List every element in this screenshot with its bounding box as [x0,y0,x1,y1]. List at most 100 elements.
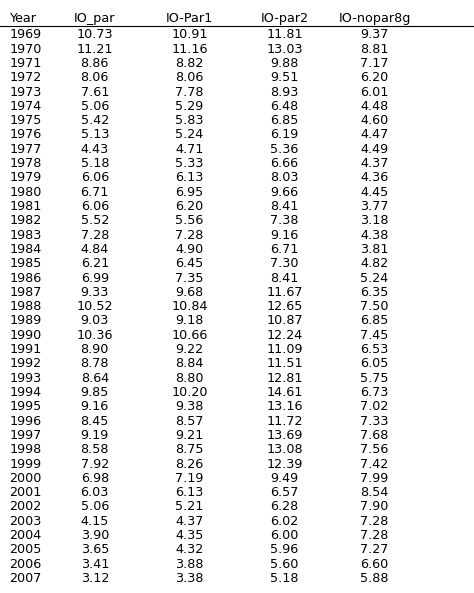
Text: 9.68: 9.68 [175,286,204,299]
Text: 3.38: 3.38 [175,572,204,585]
Text: 5.96: 5.96 [270,543,299,556]
Text: 4.71: 4.71 [175,143,204,156]
Text: 6.95: 6.95 [175,186,204,199]
Text: IO-Par1: IO-Par1 [166,12,213,25]
Text: 1995: 1995 [9,400,42,413]
Text: 3.65: 3.65 [81,543,109,556]
Text: 8.90: 8.90 [81,343,109,356]
Text: 6.03: 6.03 [81,486,109,499]
Text: 8.81: 8.81 [360,43,389,56]
Text: 9.16: 9.16 [81,400,109,413]
Text: 9.16: 9.16 [270,229,299,241]
Text: 7.50: 7.50 [360,300,389,313]
Text: 7.28: 7.28 [360,515,389,528]
Text: 2006: 2006 [9,557,42,570]
Text: 6.85: 6.85 [360,314,389,327]
Text: 3.90: 3.90 [81,529,109,542]
Text: 5.06: 5.06 [81,100,109,113]
Text: 6.19: 6.19 [270,129,299,142]
Text: 9.33: 9.33 [81,286,109,299]
Text: 7.38: 7.38 [270,214,299,227]
Text: 12.81: 12.81 [266,372,303,385]
Text: 9.49: 9.49 [270,472,299,485]
Text: 1990: 1990 [9,329,42,342]
Text: 9.66: 9.66 [270,186,299,199]
Text: 5.06: 5.06 [81,500,109,514]
Text: 6.48: 6.48 [270,100,299,113]
Text: 7.92: 7.92 [81,458,109,470]
Text: 1994: 1994 [9,386,42,399]
Text: 2001: 2001 [9,486,42,499]
Text: 9.18: 9.18 [175,314,204,327]
Text: 6.20: 6.20 [175,200,204,213]
Text: 6.73: 6.73 [360,386,389,399]
Text: 7.68: 7.68 [360,429,389,442]
Text: 7.35: 7.35 [175,272,204,285]
Text: 6.01: 6.01 [360,85,389,98]
Text: 11.67: 11.67 [266,286,303,299]
Text: 1991: 1991 [9,343,42,356]
Text: 6.45: 6.45 [175,257,204,270]
Text: 6.57: 6.57 [270,486,299,499]
Text: 3.88: 3.88 [175,557,204,570]
Text: 5.42: 5.42 [81,114,109,127]
Text: IO_par: IO_par [74,12,116,25]
Text: 8.58: 8.58 [81,443,109,456]
Text: 7.28: 7.28 [81,229,109,241]
Text: 13.03: 13.03 [266,43,303,56]
Text: 9.03: 9.03 [81,314,109,327]
Text: 8.57: 8.57 [175,415,204,428]
Text: 10.87: 10.87 [266,314,303,327]
Text: 11.21: 11.21 [76,43,113,56]
Text: 10.66: 10.66 [172,329,208,342]
Text: 7.78: 7.78 [175,85,204,98]
Text: 12.39: 12.39 [266,458,302,470]
Text: 4.90: 4.90 [175,243,204,256]
Text: 1993: 1993 [9,372,42,385]
Text: 9.51: 9.51 [270,71,299,84]
Text: 14.61: 14.61 [266,386,302,399]
Text: 6.35: 6.35 [360,286,389,299]
Text: 8.45: 8.45 [81,415,109,428]
Text: 5.88: 5.88 [360,572,389,585]
Text: 2003: 2003 [9,515,42,528]
Text: 4.48: 4.48 [360,100,389,113]
Text: 1971: 1971 [9,57,42,70]
Text: 6.53: 6.53 [360,343,389,356]
Text: 1977: 1977 [9,143,42,156]
Text: 2007: 2007 [9,572,42,585]
Text: 9.38: 9.38 [175,400,204,413]
Text: 1989: 1989 [9,314,42,327]
Text: 6.02: 6.02 [270,515,299,528]
Text: 7.33: 7.33 [360,415,389,428]
Text: 7.45: 7.45 [360,329,389,342]
Text: 4.45: 4.45 [360,186,389,199]
Text: 13.16: 13.16 [266,400,303,413]
Text: 10.91: 10.91 [171,28,208,42]
Text: 6.20: 6.20 [360,71,389,84]
Text: 1970: 1970 [9,43,42,56]
Text: 5.24: 5.24 [175,129,204,142]
Text: 5.18: 5.18 [270,572,299,585]
Text: 1998: 1998 [9,443,42,456]
Text: 9.21: 9.21 [175,429,204,442]
Text: 9.85: 9.85 [81,386,109,399]
Text: 5.29: 5.29 [175,100,204,113]
Text: 1986: 1986 [9,272,42,285]
Text: 8.26: 8.26 [175,458,204,470]
Text: 1992: 1992 [9,358,42,371]
Text: 3.18: 3.18 [360,214,389,227]
Text: 4.37: 4.37 [175,515,204,528]
Text: 12.24: 12.24 [266,329,302,342]
Text: 1983: 1983 [9,229,42,241]
Text: 7.27: 7.27 [360,543,389,556]
Text: 8.75: 8.75 [175,443,204,456]
Text: IO-par2: IO-par2 [260,12,309,25]
Text: 1974: 1974 [9,100,42,113]
Text: 6.71: 6.71 [270,243,299,256]
Text: 7.56: 7.56 [360,443,389,456]
Text: 1972: 1972 [9,71,42,84]
Text: 4.36: 4.36 [360,171,389,184]
Text: 7.42: 7.42 [360,458,389,470]
Text: 5.24: 5.24 [360,272,389,285]
